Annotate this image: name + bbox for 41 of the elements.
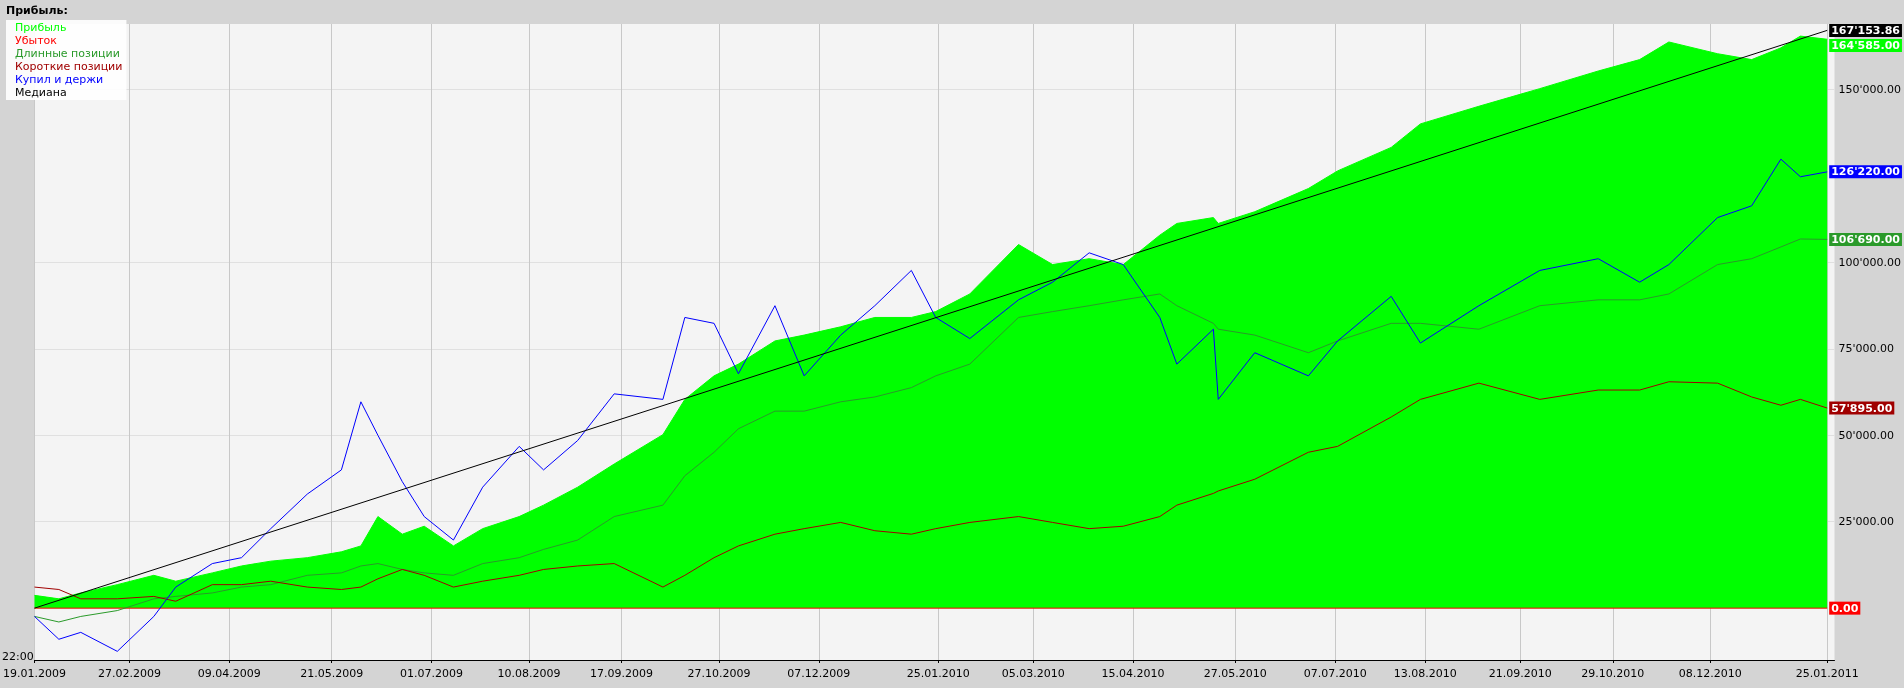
text: Убыток [15,34,58,47]
data-label: 106'690.00 [1831,232,1901,246]
x-tick-label: 05.03.2010 [1001,667,1065,680]
y-tick-label: 150'000.00 [1838,83,1902,97]
y-tick-label: 100'000.00 [1838,256,1902,269]
text: Короткие позиции [15,60,123,73]
line-series [33,158,1828,652]
y-tick-label: 75'000.00 [1838,342,1895,356]
x-tick-label: 01.07.2009 [400,667,464,680]
text: Прибыль [15,21,67,34]
x-tick-label: 15.04.2010 [1101,667,1165,680]
x-tick-label: 27.05.2010 [1203,667,1267,680]
y-tick-label: 50'000.00 [1838,428,1895,442]
x-tick-label: 25.01.2011 [1795,667,1859,680]
data-label: 126'220.00 [1831,165,1901,179]
x-tick-label: 07.12.2009 [787,667,851,680]
x-tick-label: 19.01.2009 [3,667,66,680]
x-tick-label: 21.05.2009 [300,667,364,680]
data-label: 57'895.00 [1831,401,1893,415]
x-tick-label: 07.07.2010 [1303,667,1367,680]
line-series [33,238,1828,623]
data-label: 167'153.86 [1831,23,1901,37]
x-tick-label: 13.08.2010 [1393,667,1457,680]
text: Купил и держи [15,73,104,86]
data-label: 0.00 [1831,601,1859,615]
x-tick-label: 10.08.2009 [497,667,561,680]
x-tick-label: 29.10.2010 [1581,667,1645,680]
x-tick-label: 08.12.2010 [1678,667,1742,680]
text: Длинные позиции [15,47,120,60]
legend-title: Прибыль: [6,4,68,17]
line-series [33,381,1828,602]
y-tick-label: 25'000.00 [1838,515,1895,529]
x-tick-label: 09.04.2009 [197,667,261,680]
text: Медиана [15,86,67,99]
x-tick-label: 25.01.2010 [906,667,970,680]
x-tick-label: 21.09.2010 [1488,667,1552,680]
text: 22:00 [2,650,34,663]
x-tick-label: 17.09.2009 [590,667,653,680]
x-tick-label: 27.10.2009 [687,667,751,680]
x-tick-label: 27.02.2009 [97,667,161,680]
data-label: 164'585.00 [1831,38,1901,52]
